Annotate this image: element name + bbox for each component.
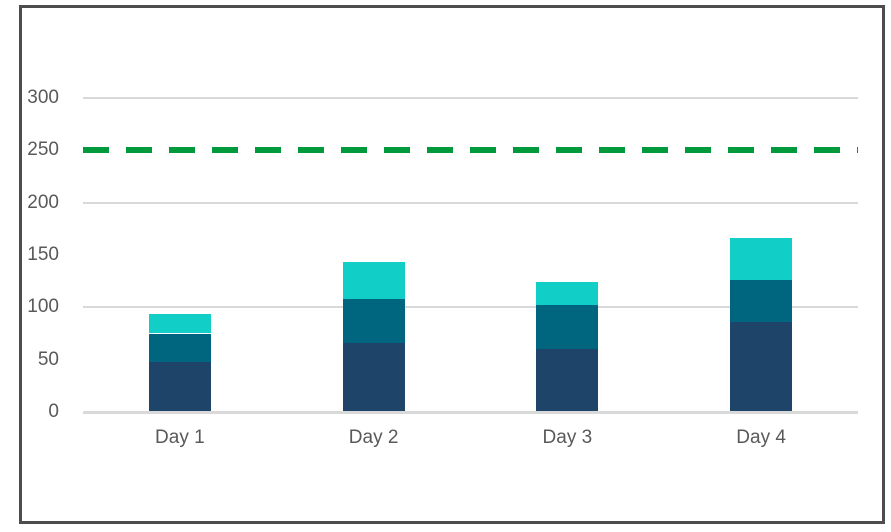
gridline-200 [83, 201, 858, 204]
bar-segment-bottom-day-3 [536, 349, 599, 412]
goal-line [83, 147, 858, 154]
gridline-100 [83, 306, 858, 309]
y-tick-label: 150 [27, 244, 59, 265]
y-tick-label: 100 [27, 296, 59, 318]
x-axis-label-day-4: Day 4 [736, 427, 786, 448]
gridline-300 [83, 97, 858, 99]
y-tick-label: 300 [27, 87, 59, 108]
bar-segment-middle-day-4 [730, 280, 793, 322]
bar-segment-bottom-day-2 [342, 342, 405, 412]
y-tick-label: 0 [48, 401, 59, 422]
y-tick-label: 50 [37, 348, 59, 370]
x-axis-label-day-1: Day 1 [155, 427, 205, 448]
bar-segment-top-day-2 [342, 262, 405, 299]
chart-border-frame [19, 5, 885, 524]
x-axis-label-day-2: Day 2 [348, 427, 399, 448]
bar-segment-top-day-4 [730, 238, 793, 281]
bar-segment-bottom-day-1 [148, 361, 211, 412]
y-tick-label: 200 [27, 191, 59, 213]
bar-segment-middle-day-2 [342, 298, 405, 343]
x-axis-label-day-3: Day 3 [542, 427, 593, 448]
bar-segment-bottom-day-4 [730, 321, 793, 412]
bar-segment-middle-day-1 [148, 333, 211, 362]
bar-segment-top-day-1 [148, 313, 211, 334]
bar-segment-middle-day-3 [536, 305, 599, 350]
bar-segment-top-day-3 [536, 282, 599, 306]
x-axis-line [83, 411, 858, 414]
y-tick-label: 250 [27, 139, 59, 161]
